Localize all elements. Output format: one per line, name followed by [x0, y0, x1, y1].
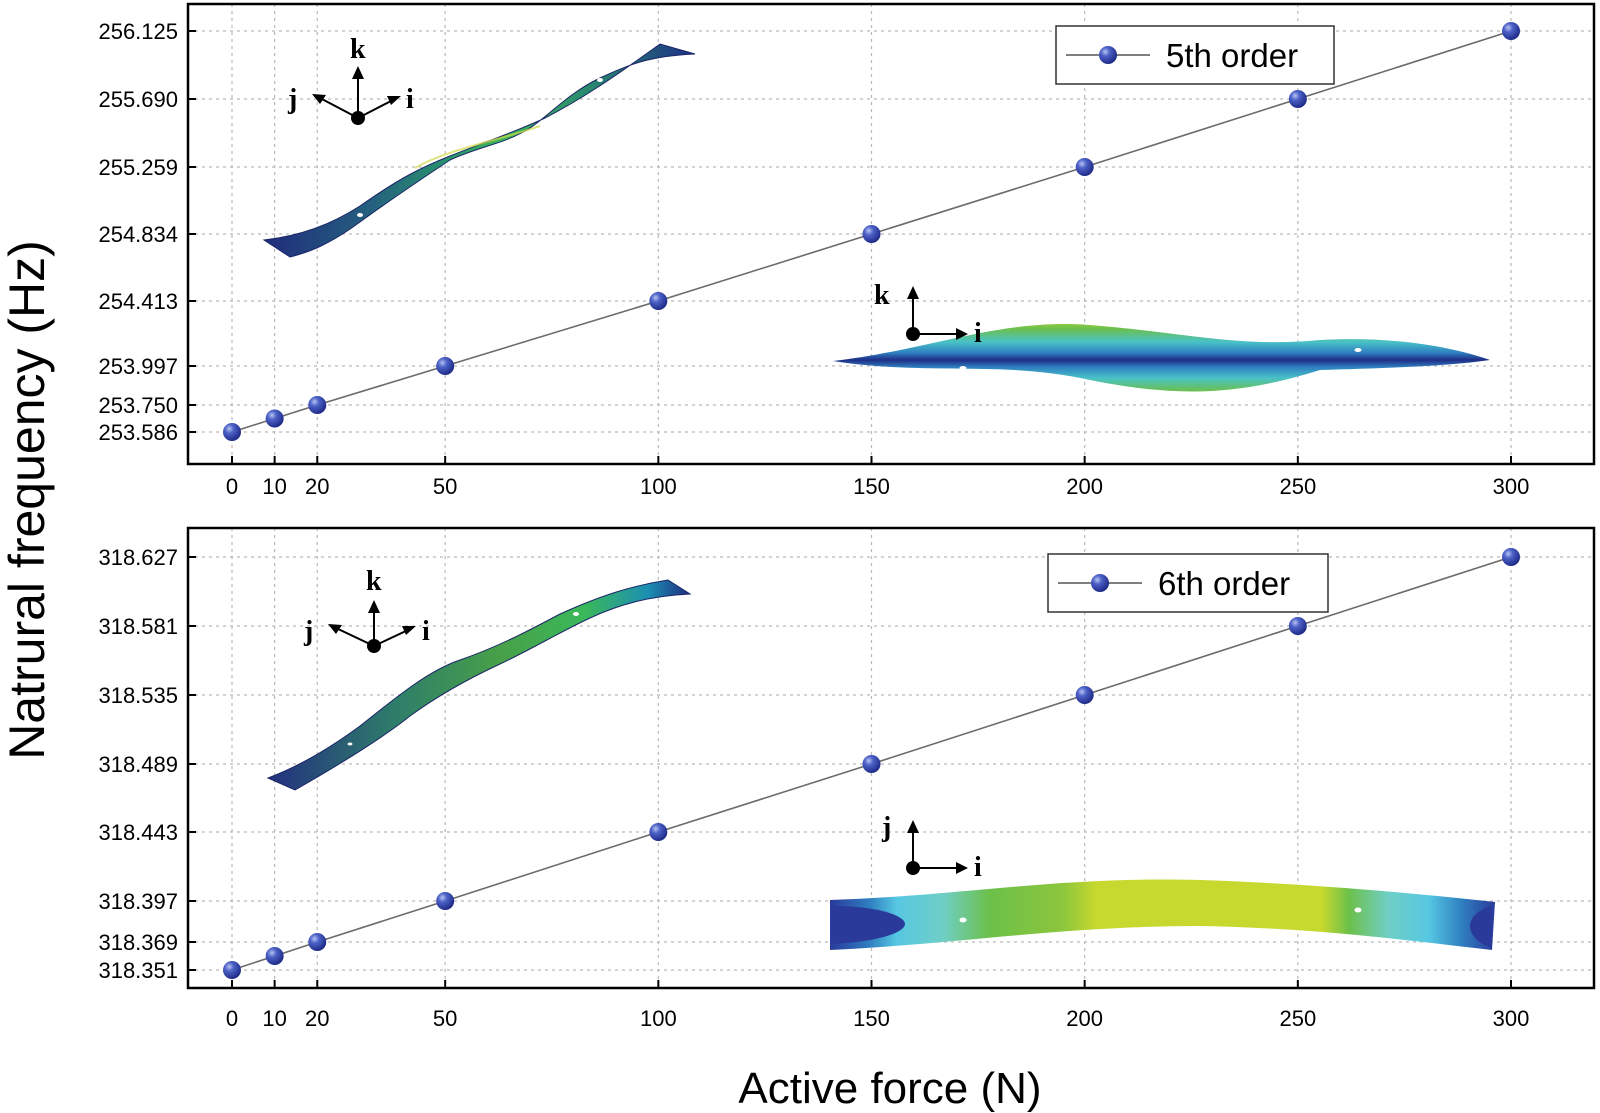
y-tick-label: 256.125 — [98, 19, 178, 44]
y-tick-label: 253.750 — [98, 393, 178, 418]
markers-5th — [223, 22, 1520, 441]
data-point — [223, 961, 241, 979]
data-point — [436, 357, 455, 375]
y-tick-label: 318.443 — [98, 820, 178, 845]
y-tick-label: 318.535 — [98, 683, 178, 708]
y-tick-label: 318.581 — [98, 614, 178, 639]
x-ticks-5th: 0 10 20 50 100 150 200 250 300 — [226, 456, 1529, 499]
y-tick-label: 318.369 — [98, 930, 178, 955]
y-tick-label: 255.690 — [98, 87, 178, 112]
data-point — [265, 947, 284, 965]
legend-marker — [1099, 46, 1117, 64]
plot-frame-5th — [186, 2, 1596, 466]
x-axis-title: Active force (N) — [738, 1064, 1041, 1113]
y-tick-label: 253.997 — [98, 354, 178, 379]
x-tick-label: 100 — [640, 474, 677, 499]
x-tick-label: 250 — [1279, 1006, 1316, 1031]
y-tick-label: 254.413 — [98, 289, 178, 314]
panel-5th-order: k j i k i 0 10 20 50 100 150 200 250 300 — [98, 2, 1596, 499]
x-tick-label: 0 — [226, 1006, 238, 1031]
y-tick-label: 255.259 — [98, 155, 178, 180]
axis-j-label: j — [303, 616, 313, 647]
data-point — [1288, 617, 1307, 635]
coord-triad-6th-3d: k j i — [303, 566, 430, 653]
data-point — [265, 409, 284, 428]
x-tick-label: 0 — [226, 474, 238, 499]
x-tick-label: 150 — [853, 1006, 890, 1031]
coord-triad-5th-side: k i — [874, 280, 982, 349]
legend-marker — [1091, 574, 1109, 592]
markers-6th — [223, 548, 1520, 979]
x-tick-label: 200 — [1066, 1006, 1103, 1031]
mode-shape-3d-5th — [262, 43, 696, 258]
data-point — [862, 225, 881, 243]
y-axis-title: Natrural frequency (Hz) — [0, 240, 55, 760]
y-ticks-6th: 318.351 318.369 318.397 318.443 318.489 318.5… — [98, 545, 196, 983]
panel-6th-order: k j i j i 0 10 20 50 100 150 2 — [98, 526, 1596, 1031]
x-tick-label: 20 — [305, 1006, 329, 1031]
data-point — [308, 933, 327, 951]
x-tick-label: 200 — [1066, 474, 1103, 499]
x-tick-label: 50 — [433, 474, 457, 499]
axis-j-label: j — [881, 812, 891, 843]
legend-label-5th: 5th order — [1166, 37, 1298, 74]
insets-5th: k j i k i — [262, 34, 1490, 392]
y-tick-label: 253.586 — [98, 420, 178, 445]
legend-label-6th: 6th order — [1158, 565, 1290, 602]
x-ticks-6th: 0 10 20 50 100 150 200 250 300 — [226, 980, 1529, 1031]
axis-k-label: k — [350, 34, 366, 65]
axis-j-label: j — [287, 84, 297, 115]
legend-5th: 5th order — [1055, 25, 1335, 85]
y-tick-label: 254.834 — [98, 222, 178, 247]
x-tick-label: 100 — [640, 1006, 677, 1031]
axis-i-label: i — [974, 852, 982, 883]
mode-shape-top-6th — [830, 879, 1495, 950]
legend-6th: 6th order — [1047, 553, 1329, 613]
x-tick-label: 10 — [262, 474, 286, 499]
data-point — [649, 823, 668, 841]
x-tick-label: 10 — [262, 1006, 286, 1031]
coord-triad-6th-top: j i — [881, 812, 982, 883]
data-point — [1075, 686, 1094, 704]
grid-6th — [188, 528, 1594, 988]
y-tick-label: 318.397 — [98, 889, 178, 914]
x-tick-label: 50 — [433, 1006, 457, 1031]
axis-k-label: k — [366, 566, 382, 597]
data-point — [1502, 22, 1520, 40]
axis-i-label: i — [422, 616, 430, 647]
axis-k-label: k — [874, 280, 890, 311]
mode-shape-side-5th — [833, 324, 1490, 392]
data-point — [1288, 90, 1307, 108]
axis-i-label: i — [974, 318, 982, 349]
data-point — [223, 423, 241, 441]
data-point — [308, 396, 327, 414]
x-tick-label: 300 — [1493, 474, 1530, 499]
y-tick-label: 318.489 — [98, 752, 178, 777]
grid-5th — [188, 4, 1594, 464]
data-point — [436, 892, 455, 910]
coord-triad-5th-3d: k j i — [287, 34, 414, 125]
plot-frame-6th — [186, 526, 1596, 990]
data-point — [649, 292, 668, 310]
insets-6th: k j i j i — [266, 566, 1495, 950]
data-point — [1502, 548, 1520, 566]
data-point — [1075, 158, 1094, 176]
data-point — [862, 755, 881, 773]
y-tick-label: 318.627 — [98, 545, 178, 570]
axis-i-label: i — [406, 84, 414, 115]
x-tick-label: 300 — [1493, 1006, 1530, 1031]
x-tick-label: 20 — [305, 474, 329, 499]
y-tick-label: 318.351 — [98, 958, 178, 983]
x-tick-label: 250 — [1279, 474, 1316, 499]
x-tick-label: 150 — [853, 474, 890, 499]
mode-shape-3d-6th — [266, 579, 692, 791]
